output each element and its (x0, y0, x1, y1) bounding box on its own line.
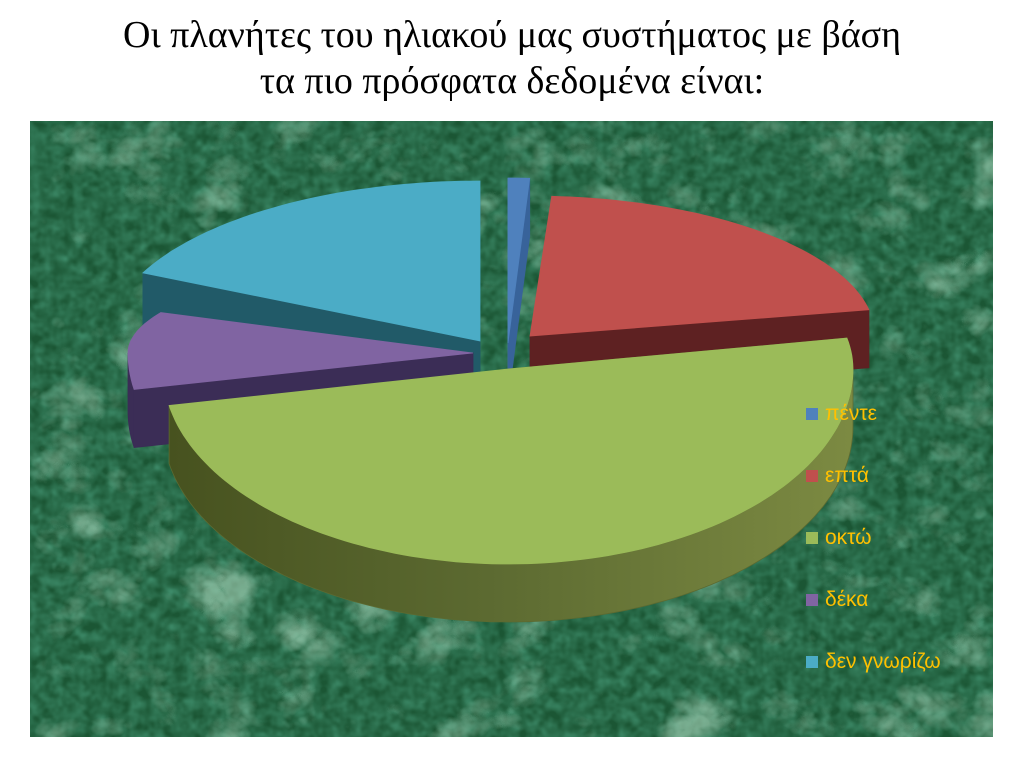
pie-slice-2[interactable] (168, 337, 854, 623)
chart-legend: πέντε επτά οκτώ δέκα δεν γνωρίζω (806, 402, 941, 674)
chart-title-line-2: τα πιο πρόσφατα δεδομένα είναι: (259, 60, 765, 103)
legend-item-epta[interactable]: επτά (806, 464, 941, 488)
legend-swatch-green-icon (806, 532, 818, 544)
legend-swatch-cyan-icon (806, 656, 818, 668)
legend-label: επτά (825, 464, 869, 487)
legend-label: δέκα (825, 588, 869, 611)
legend-swatch-blue-icon (806, 408, 818, 420)
legend-label: οκτώ (825, 526, 872, 549)
chart-title-line-1: Οι πλανήτες του ηλιακού μας συστήματος μ… (123, 14, 901, 56)
legend-item-okto[interactable]: οκτώ (806, 526, 941, 550)
legend-item-den-gnorizo[interactable]: δεν γνωρίζω (806, 650, 941, 674)
chart-plot-area (30, 121, 993, 737)
legend-swatch-red-icon (806, 470, 818, 482)
legend-label: δεν γνωρίζω (825, 650, 941, 673)
legend-swatch-purple-icon (806, 594, 818, 606)
pie-slices-group (127, 177, 870, 623)
chart-title: Οι πλανήτες του ηλιακού μας συστήματος μ… (0, 12, 1024, 105)
pie-slice-0[interactable] (507, 177, 531, 402)
legend-item-pente[interactable]: πέντε (806, 402, 941, 426)
legend-label: πέντε (825, 402, 878, 425)
pie-chart-3d (30, 121, 993, 737)
legend-item-deka[interactable]: δέκα (806, 588, 941, 612)
